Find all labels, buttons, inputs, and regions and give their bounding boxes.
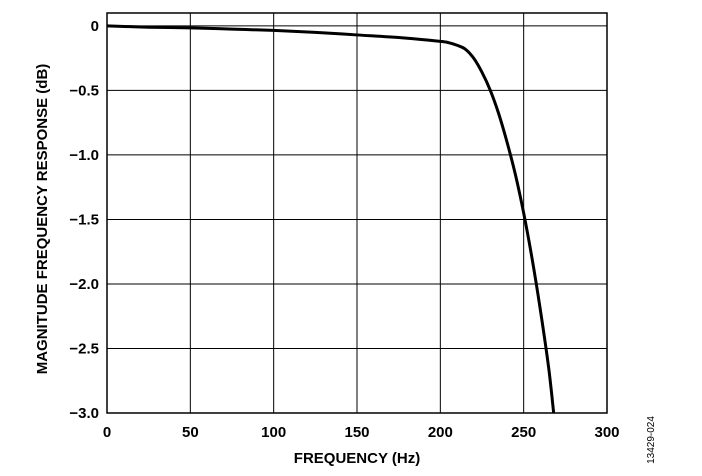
y-tick-label: −1.0 xyxy=(69,147,99,164)
x-tick-label: 300 xyxy=(594,424,619,441)
y-tick-label: −2.5 xyxy=(69,340,99,357)
y-tick-label: 0 xyxy=(91,18,99,35)
y-tick-label: −3.0 xyxy=(69,405,99,422)
y-tick-label: −1.5 xyxy=(69,211,99,228)
x-tick-label: 200 xyxy=(428,424,453,441)
x-axis-title: FREQUENCY (Hz) xyxy=(294,450,420,467)
series-line xyxy=(106,24,556,414)
plot-frame xyxy=(106,12,608,414)
x-tick-label: 100 xyxy=(261,424,286,441)
y-axis-title: MAGNITUDE FREQUENCY RESPONSE (dB) xyxy=(34,64,51,375)
y-tick-label: −0.5 xyxy=(69,82,99,99)
x-tick-label: 50 xyxy=(182,424,199,441)
x-tick-label: 0 xyxy=(103,424,111,441)
grid-lines xyxy=(106,13,608,414)
y-tick-label: −2.0 xyxy=(69,276,99,293)
x-tick-label: 150 xyxy=(344,424,369,441)
y-tick-labels: 0 −0.5 −1.0 −1.5 −2.0 −2.5 −3.0 xyxy=(69,18,99,422)
x-tick-label: 250 xyxy=(511,424,536,441)
figure-id: 13429-024 xyxy=(646,416,657,464)
x-tick-labels: 0 50 100 150 200 250 300 xyxy=(103,424,620,441)
